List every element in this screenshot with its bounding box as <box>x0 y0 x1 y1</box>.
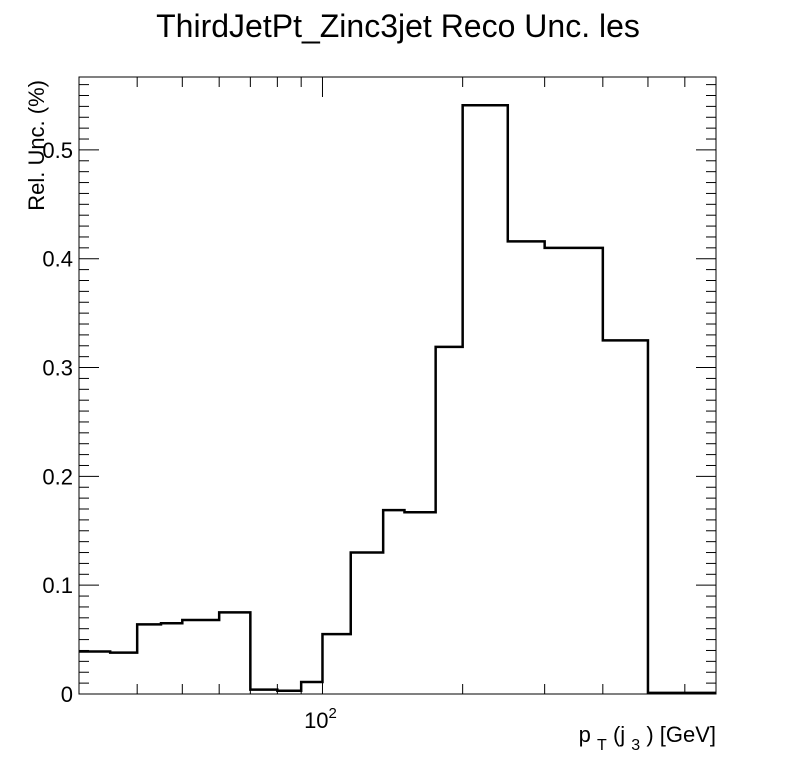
x-tick-label-base: 10 <box>304 708 328 733</box>
series <box>79 104 716 695</box>
y-tick-label: 0.1 <box>42 573 73 598</box>
x-label-sub-3: 3 <box>631 737 640 754</box>
x-axis-label: p T (j 3 ) [GeV] <box>579 722 716 755</box>
x-label-open: (j <box>613 722 625 747</box>
x-label-sub-t: T <box>597 737 607 754</box>
x-tick-label-exp: 2 <box>329 705 337 722</box>
y-tick-label: 0.4 <box>42 247 73 272</box>
axes <box>78 76 717 695</box>
plot-frame <box>78 76 717 695</box>
y-tick-label: 0.2 <box>42 464 73 489</box>
histogram-line <box>79 104 716 695</box>
y-tick-label: 0.5 <box>42 138 73 163</box>
x-label-p: p <box>579 722 591 747</box>
tick-labels: 0 0.1 0.2 0.3 0.4 0.5 102 <box>42 138 336 733</box>
x-label-close: ) [GeV] <box>646 722 716 747</box>
x-tick-label: 102 <box>304 705 337 733</box>
chart-title: ThirdJetPt_Zinc3jet Reco Unc. les <box>156 8 640 44</box>
y-tick-label: 0 <box>61 682 73 707</box>
y-axis-label: Rel. Unc. (%) <box>24 80 49 211</box>
y-tick-label: 0.3 <box>42 356 73 381</box>
